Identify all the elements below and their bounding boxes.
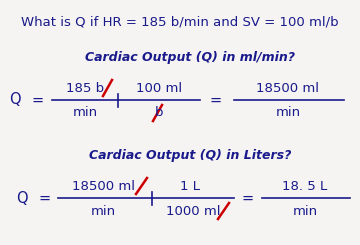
Text: Cardiac Output (Q) in ml/min?: Cardiac Output (Q) in ml/min? [85,50,295,63]
Text: 18. 5 L: 18. 5 L [282,180,328,193]
Text: 1 L: 1 L [180,180,200,193]
Text: 185 b: 185 b [66,82,104,95]
Text: What is Q if HR = 185 b/min and SV = 100 ml/b: What is Q if HR = 185 b/min and SV = 100… [21,15,339,28]
Text: =: = [32,93,44,108]
Text: b: b [155,107,163,120]
Text: 100 ml: 100 ml [136,82,182,95]
Text: min: min [292,205,318,218]
Text: Q: Q [9,93,21,108]
Text: 1000 ml: 1000 ml [166,205,220,218]
Text: min: min [90,205,116,218]
Text: 18500 ml: 18500 ml [256,82,320,95]
Text: Cardiac Output (Q) in Liters?: Cardiac Output (Q) in Liters? [89,148,291,161]
Text: =: = [39,191,51,206]
Text: min: min [72,107,98,120]
Text: 18500 ml: 18500 ml [72,180,135,193]
Text: min: min [275,107,301,120]
Text: =: = [210,93,222,108]
Text: =: = [242,191,254,206]
Text: Q: Q [16,191,28,206]
